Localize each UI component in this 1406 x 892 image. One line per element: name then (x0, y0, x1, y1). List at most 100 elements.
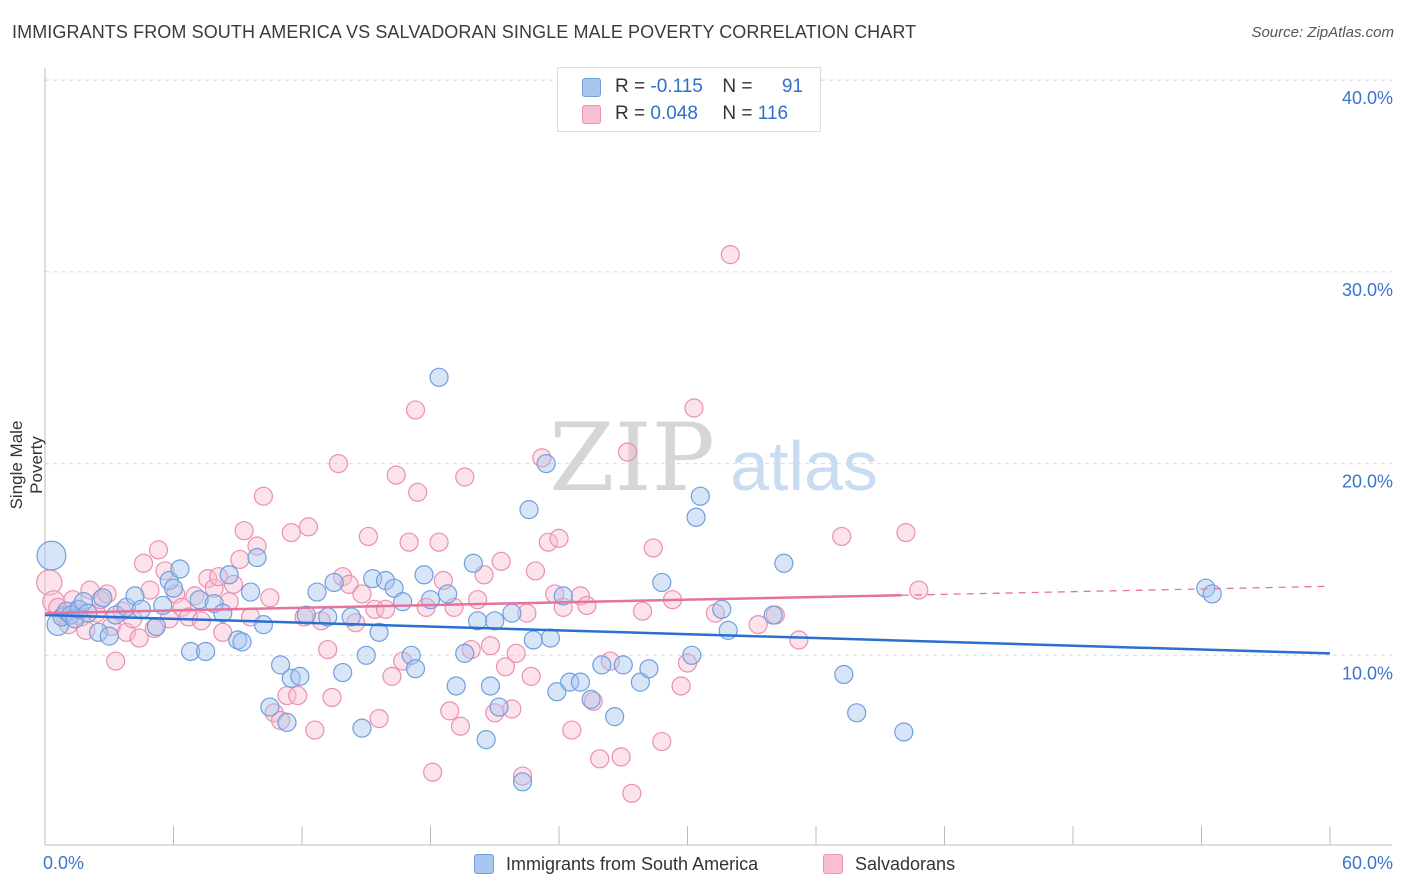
data-point (131, 599, 151, 619)
data-point (148, 540, 169, 560)
legend-r-label: R = (615, 103, 646, 124)
data-point (605, 707, 625, 727)
data-point (352, 584, 372, 604)
data-point (894, 722, 914, 742)
data-point (234, 521, 254, 541)
legend-r-label: R = (615, 76, 646, 97)
y-tick-label: 10.0% (1342, 663, 1393, 683)
x-tick-label: 60.0% (1342, 853, 1393, 873)
data-point (223, 574, 244, 594)
data-point (358, 526, 378, 547)
correlation-legend: R = -0.115 N = 91 R = 0.048 N = 116 (557, 67, 821, 132)
data-point (450, 716, 471, 736)
data-point (365, 599, 385, 619)
data-point (318, 639, 338, 660)
data-point (570, 586, 591, 606)
data-point (277, 712, 297, 732)
data-point (652, 572, 672, 593)
data-point (328, 454, 349, 474)
data-point (491, 551, 511, 571)
legend-r-value: -0.115 (650, 76, 703, 97)
data-point (88, 622, 109, 642)
data-point (204, 578, 224, 598)
data-point (405, 400, 426, 420)
series-immigrants-south-america (36, 367, 1222, 792)
data-point (682, 645, 702, 665)
data-point (253, 486, 274, 506)
source-label: Source: ZipAtlas.com (1251, 24, 1394, 41)
bottom-legend-label: Salvadorans (855, 853, 956, 874)
data-point (519, 500, 539, 520)
data-point (253, 615, 274, 635)
data-point (241, 582, 261, 602)
data-point (281, 523, 301, 543)
data-point (36, 540, 67, 571)
data-point (446, 676, 466, 696)
data-point (690, 486, 710, 506)
trend-line-salvadorans-extrapolated (901, 585, 1331, 596)
data-point (540, 628, 561, 648)
legend-r-value: 0.048 (650, 103, 698, 124)
data-point (307, 582, 327, 602)
bottom-legend-label: Immigrants from South America (506, 853, 759, 874)
legend-row-immigrants: R = -0.115 N = 91 (582, 75, 803, 99)
data-point (1202, 584, 1222, 604)
data-point (525, 561, 546, 581)
data-point (305, 720, 325, 740)
data-point (512, 766, 533, 786)
data-point (652, 731, 672, 752)
data-point (298, 517, 319, 537)
data-point (480, 636, 501, 656)
data-point (536, 454, 556, 474)
data-point (577, 595, 597, 616)
data-point (181, 641, 201, 662)
data-point (140, 580, 160, 600)
data-point (468, 590, 488, 610)
data-point (476, 730, 496, 750)
trend-line-immigrants (44, 613, 1331, 655)
data-point (219, 565, 239, 585)
data-point (617, 442, 638, 462)
data-point (170, 559, 190, 579)
axes (44, 68, 1392, 846)
data-point (463, 553, 483, 573)
data-point (440, 701, 460, 721)
data-point (489, 697, 509, 717)
data-point (549, 528, 569, 548)
y-tick-label: 30.0% (1342, 280, 1393, 300)
data-point (763, 605, 783, 625)
data-point (538, 532, 558, 552)
data-point (356, 645, 376, 665)
data-point (129, 628, 149, 648)
data-point (622, 783, 642, 803)
data-point (339, 574, 359, 594)
data-point (581, 689, 601, 709)
data-point (93, 588, 113, 608)
data-point (260, 697, 280, 717)
data-point (408, 482, 428, 502)
data-point (324, 572, 344, 593)
tick-labels: 10.0% 20.0% 30.0% 40.0% 0.0% 60.0% (43, 88, 1393, 873)
data-point (384, 578, 404, 598)
bottom-legend-swatch-blue (474, 854, 494, 874)
data-point (643, 538, 663, 558)
data-point (423, 762, 443, 782)
data-point (429, 367, 449, 387)
data-point (288, 685, 308, 706)
data-point (748, 615, 768, 635)
y-tick-label: 40.0% (1342, 88, 1393, 108)
legend-row-salvadorans: R = 0.048 N = 116 (582, 102, 798, 126)
data-point (553, 586, 573, 606)
data-point (468, 611, 488, 631)
data-point (774, 553, 794, 573)
data-point (506, 643, 526, 663)
series-salvadorans (36, 245, 929, 803)
data-point (270, 655, 291, 675)
data-point (163, 578, 184, 598)
data-point (73, 592, 94, 612)
data-point (896, 523, 916, 543)
data-point (106, 651, 126, 671)
data-point (232, 632, 252, 652)
trend-line-salvadorans (44, 593, 902, 615)
